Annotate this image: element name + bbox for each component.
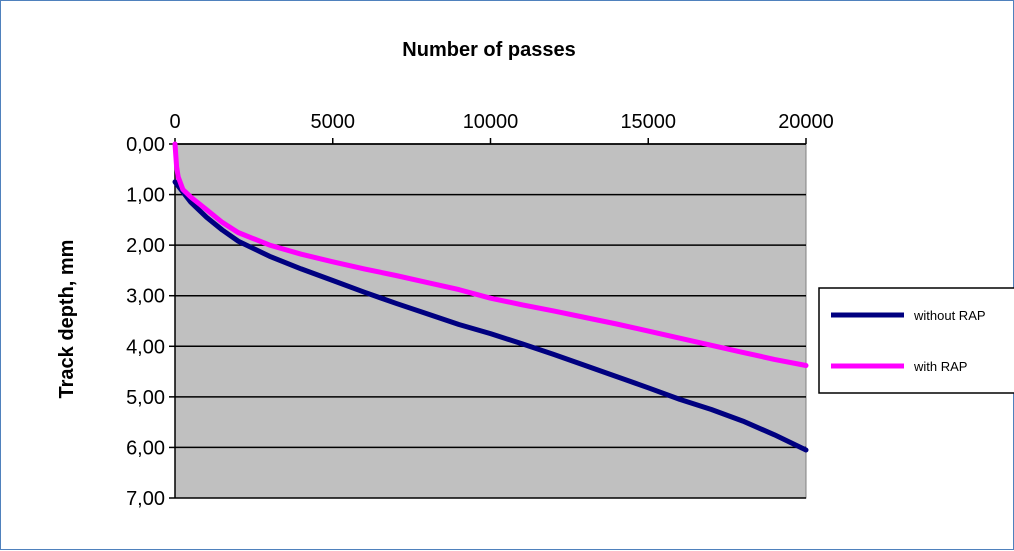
x-tick-label: 0	[169, 111, 180, 133]
legend: without RAP with RAP	[818, 287, 1014, 394]
y-tick-label: 0,00	[126, 134, 165, 156]
x-tick-label: 5000	[311, 111, 356, 133]
legend-entry: with RAP	[913, 359, 967, 374]
chart-title: Number of passes	[402, 39, 575, 61]
x-tick-labels: 0 5000 10000 15000 20000	[169, 111, 834, 144]
y-tick-label: 3,00	[126, 286, 165, 308]
plot-area	[174, 143, 807, 499]
x-tick-label: 20000	[778, 111, 834, 133]
y-tick-label: 1,00	[126, 185, 165, 207]
x-tick-label: 15000	[620, 111, 676, 133]
gridlines	[175, 143, 806, 499]
x-tick-label: 10000	[463, 111, 519, 133]
series-lines	[172, 141, 809, 453]
y-tick-label: 5,00	[126, 387, 165, 409]
y-tick-label: 4,00	[126, 336, 165, 358]
series-line-without-rap	[172, 179, 809, 453]
y-tick-label: 2,00	[126, 235, 165, 257]
series-line-with-rap	[172, 141, 809, 368]
y-axis-label: Track depth, mm	[56, 240, 78, 399]
y-tick-label: 7,00	[126, 488, 165, 510]
y-tick-labels: 0,00 1,00 2,00 3,00 4,00 5,00 6,00 7,00	[126, 134, 175, 510]
legend-entry: without RAP	[913, 308, 986, 323]
y-tick-label: 6,00	[126, 437, 165, 459]
legend-box	[818, 287, 1014, 394]
